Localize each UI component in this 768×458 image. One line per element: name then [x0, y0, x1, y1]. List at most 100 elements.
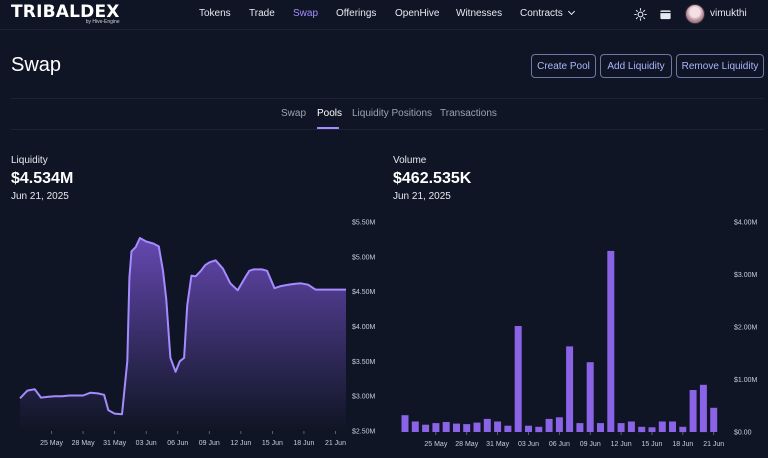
- volume-bar[interactable]: [576, 423, 584, 432]
- header-divider: [11, 98, 764, 99]
- volume-bar[interactable]: [525, 425, 532, 432]
- nav-item-offerings[interactable]: Offerings: [336, 8, 377, 19]
- volume-bar[interactable]: [627, 421, 635, 433]
- volume-bar[interactable]: [669, 421, 676, 433]
- liquidity-x-tick: 18 Jun: [293, 440, 314, 447]
- liquidity-x-tick: 15 Jun: [262, 440, 283, 447]
- liquidity-y-tick: $4.50M: [352, 289, 376, 296]
- nav-item-openhive[interactable]: OpenHive: [395, 8, 440, 19]
- tab-swap[interactable]: Swap: [281, 108, 307, 119]
- tab-transactions[interactable]: Transactions: [440, 108, 497, 119]
- volume-bar[interactable]: [638, 426, 646, 433]
- chevron-down-icon: [567, 7, 575, 16]
- volume-bar[interactable]: [679, 426, 687, 433]
- volume-x-tick: 31 May: [486, 441, 509, 448]
- volume-bar[interactable]: [617, 423, 625, 432]
- volume-label: Volume: [393, 155, 427, 166]
- volume-bar[interactable]: [514, 326, 522, 432]
- wallet-icon[interactable]: [659, 8, 672, 21]
- liquidity-date: Jun 21, 2025: [11, 191, 69, 202]
- nav-item-witnesses[interactable]: Witnesses: [456, 8, 503, 19]
- liquidity-x-tick: 21 Jun: [325, 440, 346, 447]
- tab-liquidity-positions[interactable]: Liquidity Positions: [352, 108, 433, 119]
- volume-y-tick: $3.00M: [734, 272, 758, 279]
- volume-bar[interactable]: [607, 250, 615, 432]
- volume-value: $462.535K: [393, 170, 472, 187]
- top-nav: TRIBALDEX by Hive-Engine Tokens Trade Sw…: [0, 0, 768, 30]
- liquidity-area: [20, 238, 346, 431]
- volume-bar[interactable]: [463, 424, 471, 432]
- logo-text: TRIBALDEX: [11, 2, 120, 22]
- volume-chart: $0.00 $1.00M $2.00M $3.00M $4.00M 25 May 28 Ma…: [401, 220, 758, 448]
- page-title: Swap: [11, 54, 62, 76]
- volume-date: Jun 21, 2025: [393, 191, 451, 202]
- volume-bar[interactable]: [710, 407, 718, 432]
- avatar[interactable]: [685, 4, 705, 24]
- volume-bar[interactable]: [411, 421, 419, 433]
- liquidity-x-tick: 06 Jun: [167, 440, 188, 447]
- volume-y-tick: $0.00: [734, 430, 752, 437]
- volume-x-tick: 28 May: [455, 441, 478, 448]
- volume-bar[interactable]: [658, 421, 666, 433]
- volume-bar[interactable]: [504, 425, 512, 432]
- liquidity-value: $4.534M: [11, 170, 74, 187]
- liquidity-y-tick: $5.00M: [352, 254, 376, 261]
- volume-x-tick: 25 May: [424, 441, 447, 448]
- liquidity-x-tick: 12 Jun: [230, 440, 251, 447]
- volume-bar[interactable]: [648, 427, 656, 432]
- volume-bar[interactable]: [401, 415, 409, 432]
- liquidity-x-tick: 31 May: [103, 440, 126, 447]
- volume-x-tick: 21 Jun: [703, 441, 724, 448]
- volume-bar[interactable]: [494, 421, 502, 433]
- volume-y-tick: $2.00M: [734, 325, 758, 332]
- volume-bar[interactable]: [422, 424, 430, 432]
- active-tab-indicator: [317, 127, 339, 129]
- tribaldex-logo[interactable]: TRIBALDEX by Hive-Engine: [11, 2, 120, 25]
- volume-y-tick: $4.00M: [734, 220, 758, 227]
- volume-x-tick: 18 Jun: [672, 441, 693, 448]
- liquidity-label: Liquidity: [11, 155, 48, 166]
- tab-pools[interactable]: Pools: [317, 108, 343, 119]
- volume-x-tick: 06 Jun: [549, 441, 570, 448]
- volume-bar[interactable]: [442, 422, 450, 432]
- volume-bar[interactable]: [699, 384, 707, 433]
- liquidity-y-tick: $4.00M: [352, 324, 376, 331]
- liquidity-x-tick: 25 May: [40, 440, 63, 447]
- create-pool-button[interactable]: Create Pool: [531, 54, 596, 78]
- volume-bar[interactable]: [555, 417, 563, 432]
- username[interactable]: vimukthi: [710, 8, 747, 19]
- volume-bar[interactable]: [566, 346, 574, 432]
- volume-bar[interactable]: [545, 418, 553, 432]
- logo-subtitle: by Hive-Engine: [85, 19, 120, 25]
- nav-item-tokens[interactable]: Tokens: [199, 8, 231, 19]
- volume-x-tick: 12 Jun: [611, 441, 632, 448]
- volume-x-tick: 15 Jun: [641, 441, 662, 448]
- liquidity-y-tick: $3.50M: [352, 359, 376, 366]
- liquidity-x-tick: 03 Jun: [136, 440, 157, 447]
- liquidity-chart: $2.50M $3.00M $3.50M $4.00M $4.50M $5.00M $5.5…: [19, 220, 376, 447]
- volume-bar[interactable]: [453, 423, 460, 432]
- volume-bar[interactable]: [473, 422, 481, 432]
- nav-item-swap[interactable]: Swap: [293, 8, 319, 19]
- contracts-label: Contracts: [520, 8, 563, 19]
- remove-liquidity-button[interactable]: Remove Liquidity: [676, 54, 764, 78]
- sun-icon[interactable]: [634, 8, 647, 21]
- liquidity-y-tick: $3.00M: [352, 394, 376, 401]
- volume-bar[interactable]: [689, 390, 697, 432]
- liquidity-x-tick: 09 Jun: [199, 440, 220, 447]
- volume-bar[interactable]: [586, 362, 594, 432]
- volume-bar[interactable]: [535, 426, 543, 433]
- liquidity-line: [19, 237, 346, 416]
- volume-x-tick: 03 Jun: [518, 441, 539, 448]
- add-liquidity-button[interactable]: Add Liquidity: [600, 54, 672, 78]
- tabs-divider: [11, 129, 764, 130]
- volume-bar[interactable]: [483, 418, 491, 432]
- nav-item-contracts[interactable]: Contracts: [520, 7, 575, 19]
- volume-x-tick: 09 Jun: [580, 441, 601, 448]
- volume-y-tick: $1.00M: [734, 377, 758, 384]
- liquidity-y-tick: $2.50M: [352, 429, 376, 436]
- liquidity-y-tick: $5.50M: [352, 220, 376, 227]
- volume-bar[interactable]: [432, 423, 440, 432]
- volume-bar[interactable]: [597, 423, 604, 432]
- nav-item-trade[interactable]: Trade: [249, 8, 275, 19]
